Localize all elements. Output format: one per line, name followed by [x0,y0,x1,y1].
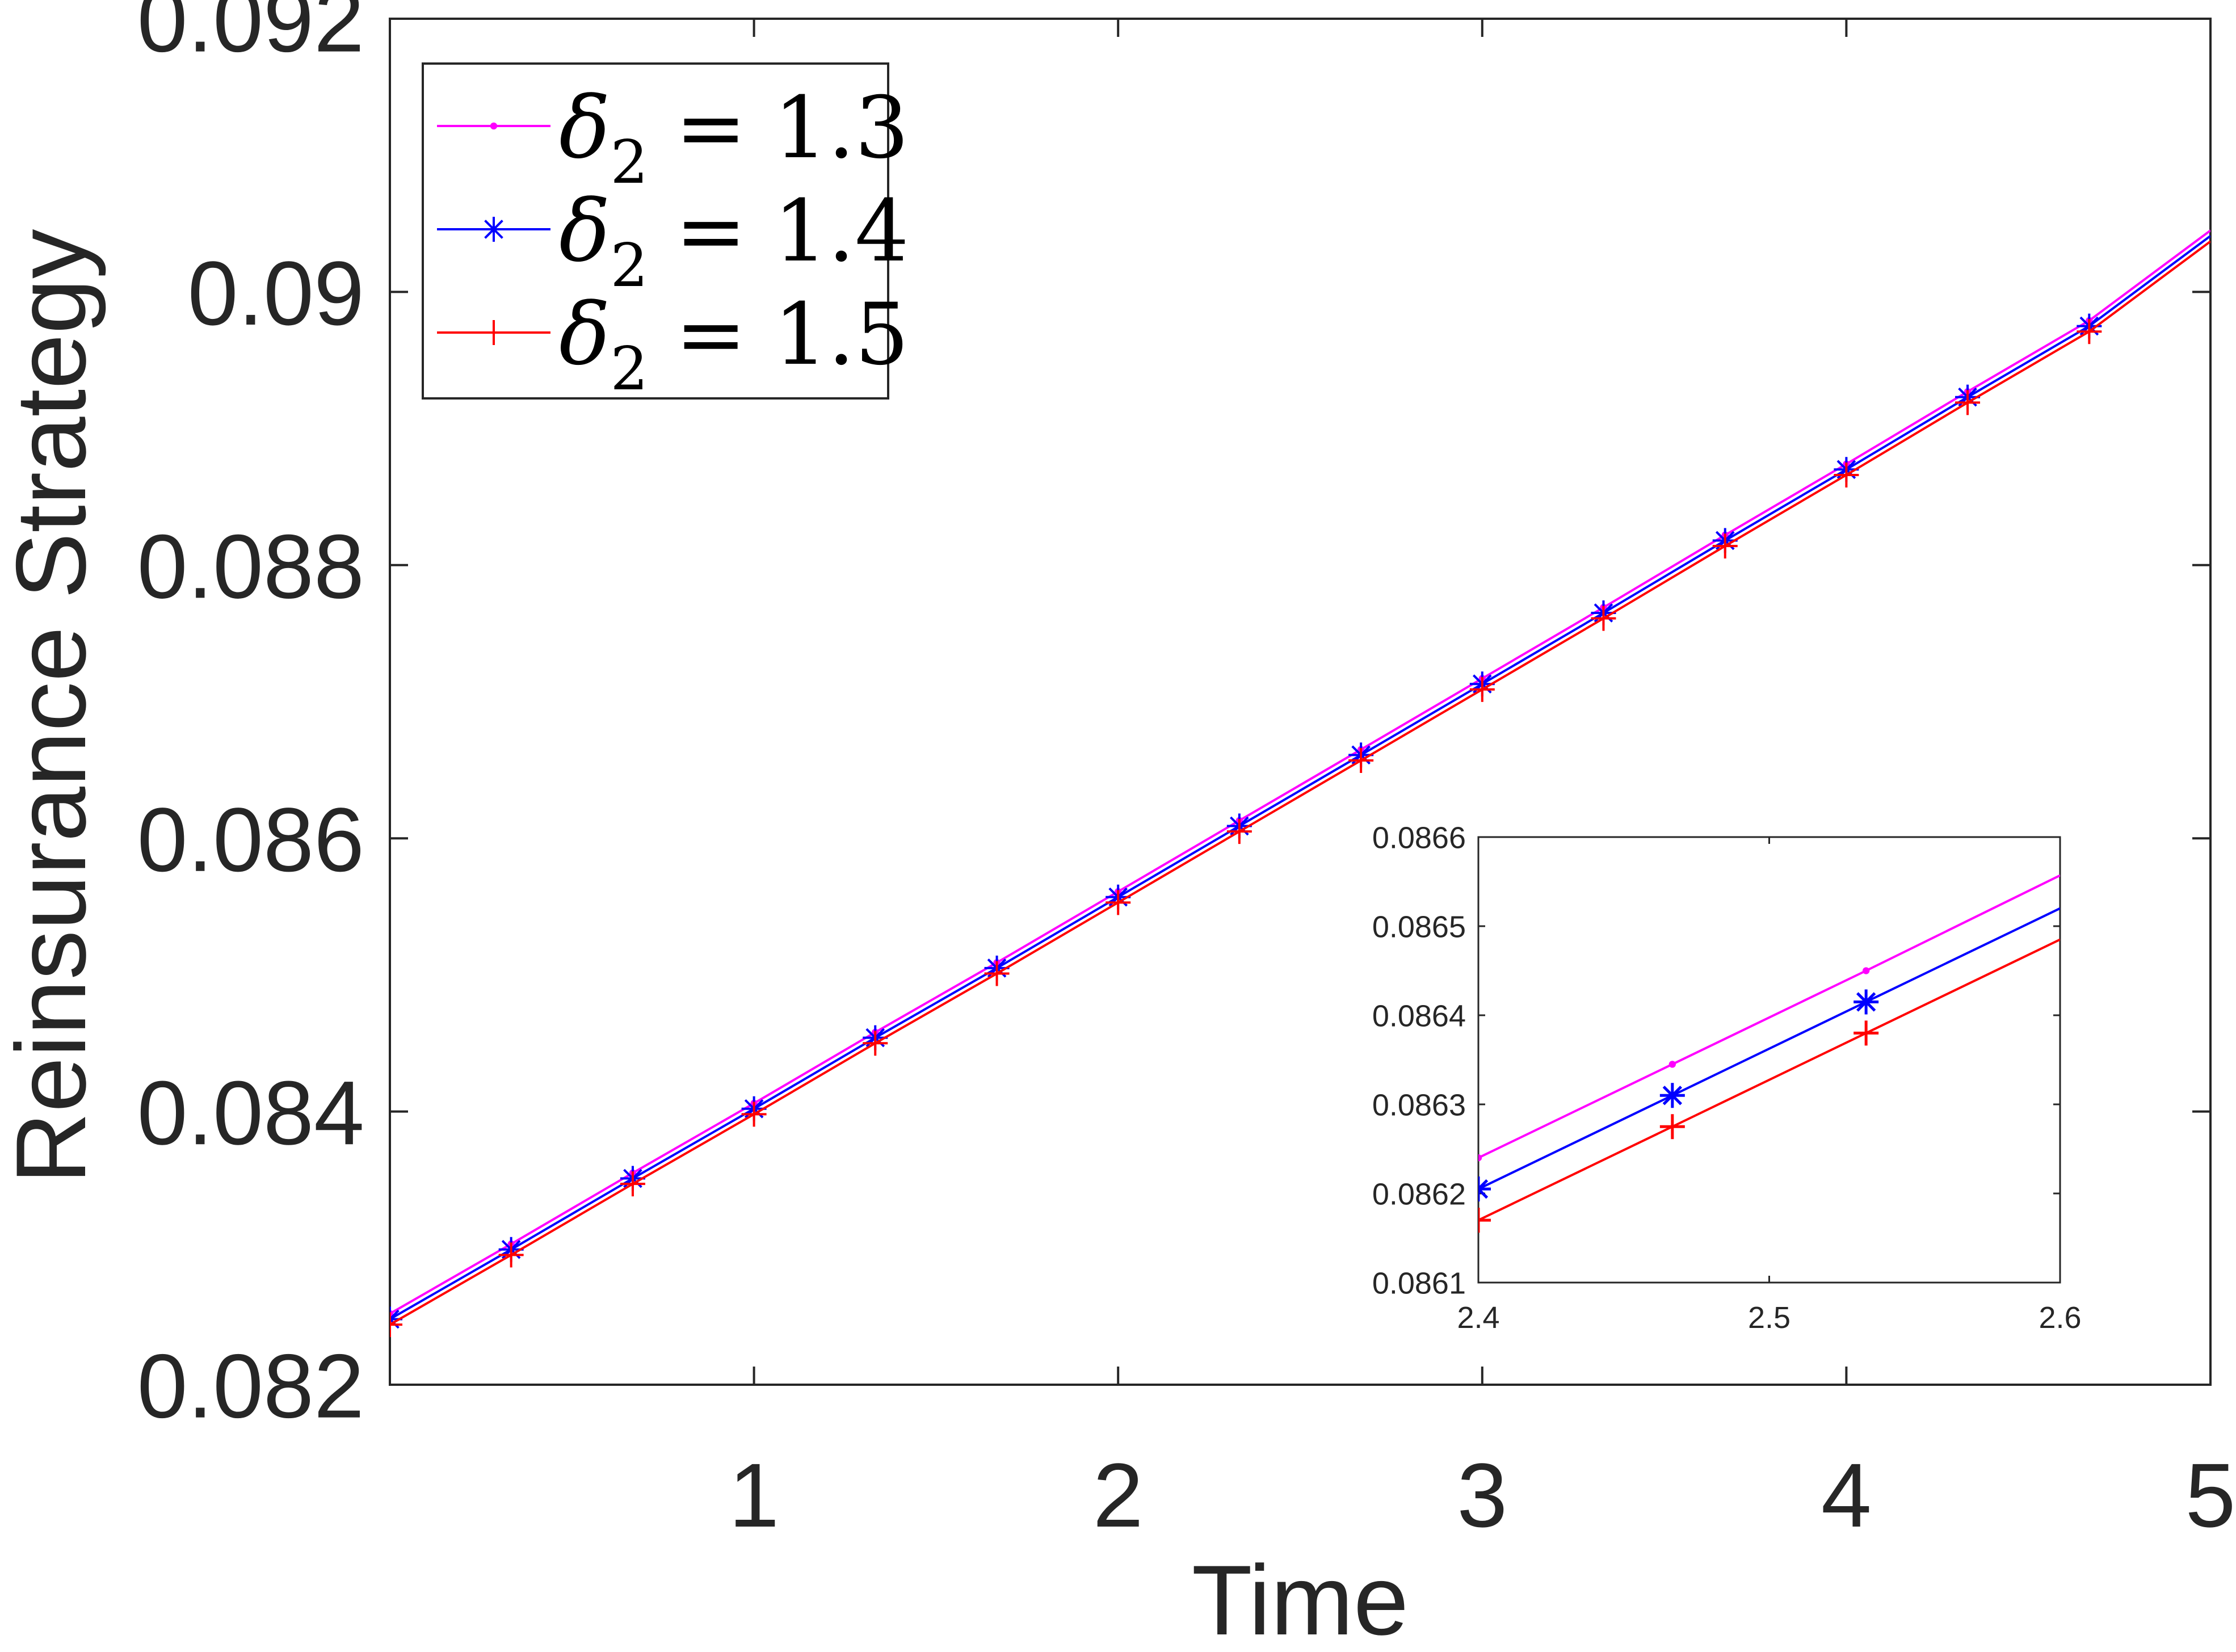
legend-marker [481,320,506,345]
data-point [1348,748,1374,773]
data-point [863,1031,888,1056]
data-point [1591,606,1616,631]
data-point [1226,819,1252,844]
data-point [741,1102,767,1127]
data-point [1668,1061,1676,1068]
legend-symbol: δ [559,79,610,178]
x-axis-label: Time [1192,1545,1409,1652]
series-line [390,229,2210,1315]
x-tick-label: 2.6 [2039,1301,2081,1335]
legend-entry: δ2 = 1.3 [437,79,909,197]
legend-label: δ2 = 1.5 [559,285,909,403]
y-tick-label: 0.0863 [1372,1088,1466,1122]
data-point [390,1312,402,1338]
data-point [2077,319,2102,344]
legend-symbol: δ [559,285,610,384]
data-point [1478,1208,1491,1233]
data-point [1834,462,1859,487]
data-point [984,961,1010,986]
x-tick-label: 2.4 [1457,1301,1499,1335]
series-2 [1478,907,2060,1202]
x-tick-label: 4 [1821,1444,1872,1546]
y-tick-label: 0.082 [137,1335,364,1437]
y-tick-label: 0.0866 [1372,821,1466,855]
inset-axes: 2.4 2.5 2.6 0.0861 0.0862 0.0863 0.0864 0.0865 0… [1372,821,2082,1335]
series-3 [1478,938,2060,1233]
y-axis-label: Reinsurance Strategy [0,229,107,1184]
x-tick-label: 1 [729,1444,779,1546]
series-line [390,240,2210,1326]
data-point [1659,1114,1685,1140]
x-tick-label: 3 [1457,1444,1507,1546]
data-point [1469,676,1495,702]
y-tick-label: 0.088 [137,515,364,617]
x-tick-label: 2.5 [1748,1301,1791,1335]
data-point [1853,1020,1879,1046]
legend-label: δ2 = 1.4 [559,182,909,300]
data-point [1106,890,1131,915]
x-tick-label: 5 [2185,1444,2236,1546]
inset-series [1478,874,2060,1233]
data-point [620,1171,645,1197]
series-3 [390,240,2210,1338]
inset-ticks: 2.4 2.5 2.6 0.0861 0.0862 0.0863 0.0864 0.0865 0… [1372,821,2082,1335]
y-tick-label: 0.0862 [1372,1177,1466,1211]
main-ticks: 1 2 3 4 5 0.082 0.084 0.086 0.088 0.09 0.092 [137,0,2236,1546]
legend-entries: δ2 = 1.3δ2 = 1.4δ2 = 1.5 [437,79,909,403]
legend-entry: δ2 = 1.4 [437,182,909,300]
series-line [390,235,2210,1321]
legend-entry: δ2 = 1.5 [437,285,909,403]
legend-subscript: 2 [610,334,648,403]
series-line [1478,938,2060,1221]
legend-marker [481,217,506,242]
series-line [1478,874,2060,1159]
data-point [498,1242,524,1268]
data-point [1478,1154,1482,1162]
data-point [1712,533,1738,559]
y-tick-label: 0.086 [137,789,364,890]
y-tick-label: 0.0865 [1372,910,1466,944]
data-point [1853,989,1879,1015]
legend-subscript: 2 [610,128,648,197]
data-point [1863,967,1870,974]
data-point [1955,390,1981,415]
data-point [1659,1083,1685,1108]
series-1 [1478,874,2060,1162]
y-tick-label: 0.0864 [1372,999,1466,1033]
series-line [1478,907,2060,1190]
y-tick-label: 0.084 [137,1062,364,1163]
legend-symbol: δ [559,182,610,281]
legend: δ2 = 1.3δ2 = 1.4δ2 = 1.5 [422,62,909,403]
legend-value: = 1.5 [648,285,909,384]
inset-plot-area [1477,836,2061,1284]
legend-marker [490,122,498,130]
y-tick-label: 0.0861 [1372,1266,1466,1300]
legend-label: δ2 = 1.3 [559,79,909,197]
x-tick-label: 2 [1093,1444,1144,1546]
y-tick-label: 0.09 [188,242,364,344]
main-series [390,229,2210,1338]
legend-value: = 1.3 [648,79,909,178]
y-tick-label: 0.092 [137,0,364,71]
legend-value: = 1.4 [648,182,909,281]
legend-box [422,62,889,400]
legend-subscript: 2 [610,231,648,300]
